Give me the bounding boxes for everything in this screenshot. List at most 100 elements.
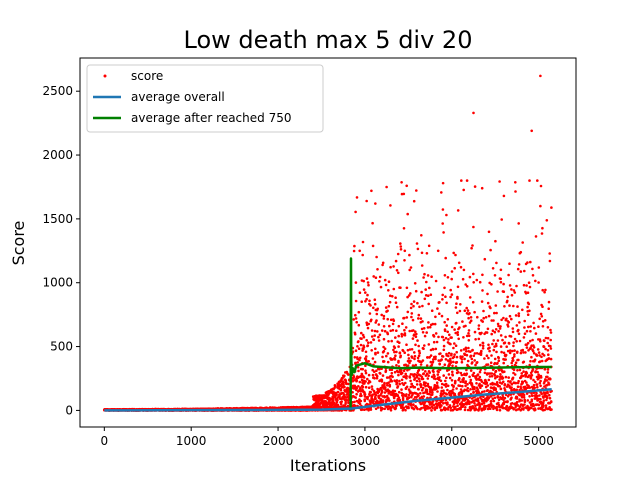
score-point bbox=[495, 350, 498, 354]
score-point bbox=[434, 315, 437, 319]
score-point bbox=[459, 265, 463, 269]
score-point bbox=[367, 322, 371, 326]
score-point bbox=[346, 382, 350, 386]
score-point bbox=[456, 331, 460, 334]
score-point bbox=[439, 379, 443, 383]
score-point bbox=[493, 374, 497, 377]
score-point bbox=[461, 384, 464, 388]
score-point bbox=[339, 388, 343, 392]
score-point bbox=[427, 244, 431, 248]
score-point bbox=[412, 329, 415, 332]
score-point bbox=[534, 235, 538, 238]
score-point bbox=[508, 304, 511, 307]
score-point bbox=[364, 359, 368, 363]
score-point bbox=[498, 408, 502, 412]
score-point bbox=[420, 395, 424, 399]
score-point bbox=[395, 305, 399, 309]
score-point bbox=[495, 344, 498, 348]
score-point bbox=[441, 222, 445, 225]
score-point bbox=[375, 369, 378, 373]
score-point bbox=[359, 389, 363, 393]
score-point bbox=[339, 402, 343, 406]
score-point bbox=[480, 300, 484, 303]
score-point bbox=[382, 360, 386, 363]
score-point bbox=[440, 358, 444, 361]
score-point bbox=[517, 314, 521, 318]
score-point bbox=[496, 361, 499, 365]
score-point bbox=[478, 403, 482, 406]
score-point bbox=[532, 404, 536, 407]
score-point bbox=[375, 255, 378, 259]
score-point bbox=[468, 400, 471, 404]
score-point bbox=[387, 280, 391, 284]
score-point bbox=[480, 402, 484, 406]
score-point bbox=[517, 358, 520, 362]
score-point bbox=[432, 358, 435, 361]
score-point bbox=[387, 397, 390, 400]
score-point bbox=[391, 295, 394, 298]
score-point bbox=[476, 315, 479, 319]
score-point bbox=[450, 293, 454, 296]
score-point bbox=[481, 273, 484, 277]
score-point bbox=[448, 404, 452, 407]
score-point bbox=[360, 373, 364, 376]
score-point bbox=[415, 332, 418, 336]
score-point bbox=[367, 373, 371, 377]
score-point bbox=[522, 370, 525, 373]
score-point bbox=[448, 363, 452, 367]
score-point bbox=[402, 192, 406, 196]
score-point bbox=[365, 321, 369, 325]
score-point bbox=[517, 263, 521, 266]
score-point bbox=[466, 309, 470, 312]
score-point bbox=[434, 355, 437, 359]
score-point bbox=[482, 395, 485, 399]
score-point bbox=[501, 338, 504, 342]
score-point bbox=[386, 352, 390, 355]
score-point bbox=[496, 322, 500, 326]
score-point bbox=[531, 338, 534, 342]
score-point bbox=[366, 344, 370, 347]
score-point bbox=[518, 368, 522, 372]
score-point bbox=[442, 389, 445, 393]
score-point bbox=[440, 314, 444, 318]
score-point bbox=[360, 408, 364, 411]
score-point bbox=[390, 368, 394, 372]
score-point bbox=[361, 333, 365, 337]
score-point bbox=[422, 347, 425, 351]
score-point bbox=[401, 322, 404, 326]
score-point bbox=[425, 252, 429, 255]
score-point bbox=[431, 322, 435, 326]
score-point bbox=[535, 391, 538, 395]
score-point bbox=[427, 374, 430, 378]
score-point bbox=[430, 409, 433, 412]
score-point bbox=[408, 376, 412, 379]
score-point bbox=[525, 371, 529, 375]
score-point bbox=[432, 403, 436, 407]
score-point bbox=[450, 379, 454, 382]
score-point bbox=[353, 356, 357, 359]
score-point bbox=[499, 325, 502, 328]
score-point bbox=[511, 356, 514, 360]
score-point bbox=[453, 328, 456, 331]
score-point bbox=[458, 326, 461, 329]
score-point bbox=[439, 395, 443, 398]
score-point bbox=[443, 286, 446, 290]
score-point bbox=[455, 302, 458, 306]
score-point bbox=[433, 408, 437, 411]
score-point bbox=[521, 380, 525, 384]
score-point bbox=[482, 401, 486, 405]
score-point bbox=[490, 283, 493, 286]
score-point bbox=[454, 331, 458, 335]
score-point bbox=[369, 304, 372, 307]
score-point bbox=[365, 297, 368, 301]
score-point bbox=[355, 392, 358, 396]
score-point bbox=[420, 389, 424, 392]
score-point bbox=[533, 358, 537, 362]
score-point bbox=[432, 335, 436, 338]
score-point bbox=[399, 248, 403, 251]
score-point bbox=[430, 275, 433, 279]
score-point bbox=[383, 278, 387, 282]
score-point bbox=[524, 351, 527, 354]
score-point bbox=[411, 337, 415, 340]
